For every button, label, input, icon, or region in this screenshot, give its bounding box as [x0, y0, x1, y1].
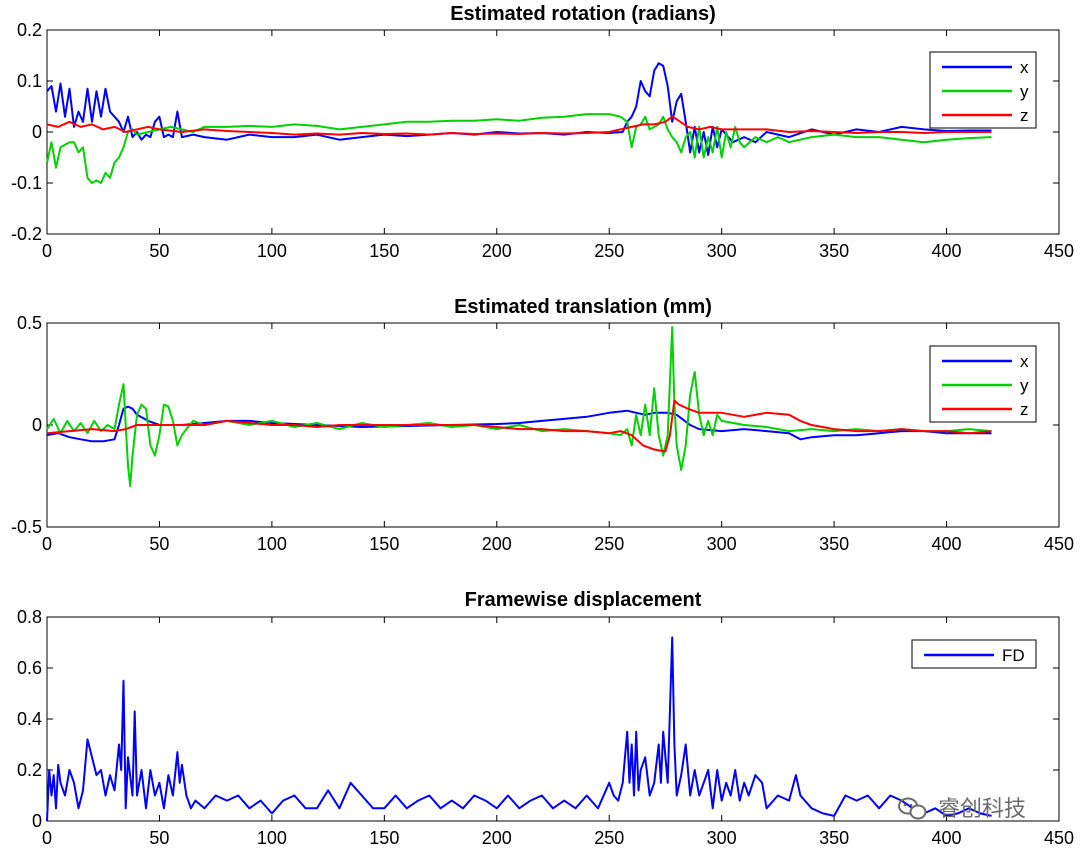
- x-tick-label: 450: [1044, 534, 1074, 554]
- x-tick-label: 250: [594, 241, 624, 261]
- y-tick-label: 0.2: [17, 760, 42, 780]
- chart-title: Framewise displacement: [465, 589, 702, 611]
- x-tick-label: 400: [932, 828, 962, 848]
- x-tick-label: 150: [369, 828, 399, 848]
- axes-box: [46, 322, 1060, 528]
- x-tick-label: 200: [482, 828, 512, 848]
- y-tick-label: 0.8: [17, 607, 42, 627]
- watermark: 睿创科技: [898, 797, 1026, 822]
- y-tick-label: -0.2: [11, 224, 42, 244]
- x-tick-label: 250: [594, 534, 624, 554]
- x-tick-label: 450: [1044, 828, 1074, 848]
- x-tick-label: 0: [42, 828, 52, 848]
- x-tick-label: 350: [819, 534, 849, 554]
- y-tick-label: 0.5: [17, 313, 42, 333]
- x-tick-label: 50: [149, 828, 169, 848]
- y-tick-label: -0.1: [11, 173, 42, 193]
- legend-label-x: x: [1020, 58, 1029, 77]
- legend-label-z: z: [1020, 400, 1029, 419]
- legend-label-FD: FD: [1002, 646, 1025, 665]
- x-tick-label: 400: [932, 241, 962, 261]
- axes-box: [46, 616, 1060, 822]
- x-tick-label: 50: [149, 241, 169, 261]
- translation-chart: 0 50 100 150 200 250 300 350 400 450-0.500.5Estim…: [11, 296, 1074, 554]
- x-tick-label: 300: [707, 828, 737, 848]
- y-tick-label: 0.2: [17, 20, 42, 40]
- x-tick-label: 300: [707, 534, 737, 554]
- x-tick-label: 300: [707, 241, 737, 261]
- x-tick-label: 250: [594, 828, 624, 848]
- x-tick-label: 350: [819, 828, 849, 848]
- x-tick-label: 200: [482, 241, 512, 261]
- legend-label-y: y: [1020, 82, 1029, 101]
- chart-title: Estimated translation (mm): [454, 296, 712, 318]
- series-line-y: [46, 113, 992, 184]
- x-tick-label: 0: [42, 534, 52, 554]
- x-tick-label: 100: [257, 241, 287, 261]
- y-tick-label: 0.1: [17, 71, 42, 91]
- framewise-displacement-chart: 0 50 100 150 200 250 300 350 400 450 0 0.2 0.4 0.6 0.8…: [17, 589, 1074, 848]
- y-tick-label: -0.5: [11, 517, 42, 537]
- x-tick-label: 50: [149, 534, 169, 554]
- x-tick-label: 150: [369, 241, 399, 261]
- watermark-text: 睿创科技: [938, 797, 1026, 822]
- series-line-z: [46, 115, 992, 136]
- y-tick-label: 0: [32, 122, 42, 142]
- y-tick-label: 0.4: [17, 709, 42, 729]
- chart-title: Estimated rotation (radians): [450, 3, 716, 25]
- x-tick-label: 350: [819, 241, 849, 261]
- legend-label-x: x: [1020, 352, 1029, 371]
- y-tick-label: 0: [32, 811, 42, 831]
- wechat-icon: [898, 797, 927, 820]
- y-tick-label: 0.6: [17, 658, 42, 678]
- x-tick-label: 200: [482, 534, 512, 554]
- x-tick-label: 100: [257, 828, 287, 848]
- legend-label-z: z: [1020, 106, 1029, 125]
- x-tick-label: 0: [42, 241, 52, 261]
- x-tick-label: 150: [369, 534, 399, 554]
- rotation-chart: 0 50 100 150 200 250 300 350 400 450 -0.2 -0.1 0 0.1 0…: [11, 3, 1074, 261]
- y-tick-label: 0: [32, 415, 42, 435]
- legend-label-y: y: [1020, 376, 1029, 395]
- x-tick-label: 100: [257, 534, 287, 554]
- x-tick-label: 450: [1044, 241, 1074, 261]
- series-line-z: [46, 399, 992, 453]
- x-tick-label: 400: [932, 534, 962, 554]
- series-line-FD: [46, 636, 992, 822]
